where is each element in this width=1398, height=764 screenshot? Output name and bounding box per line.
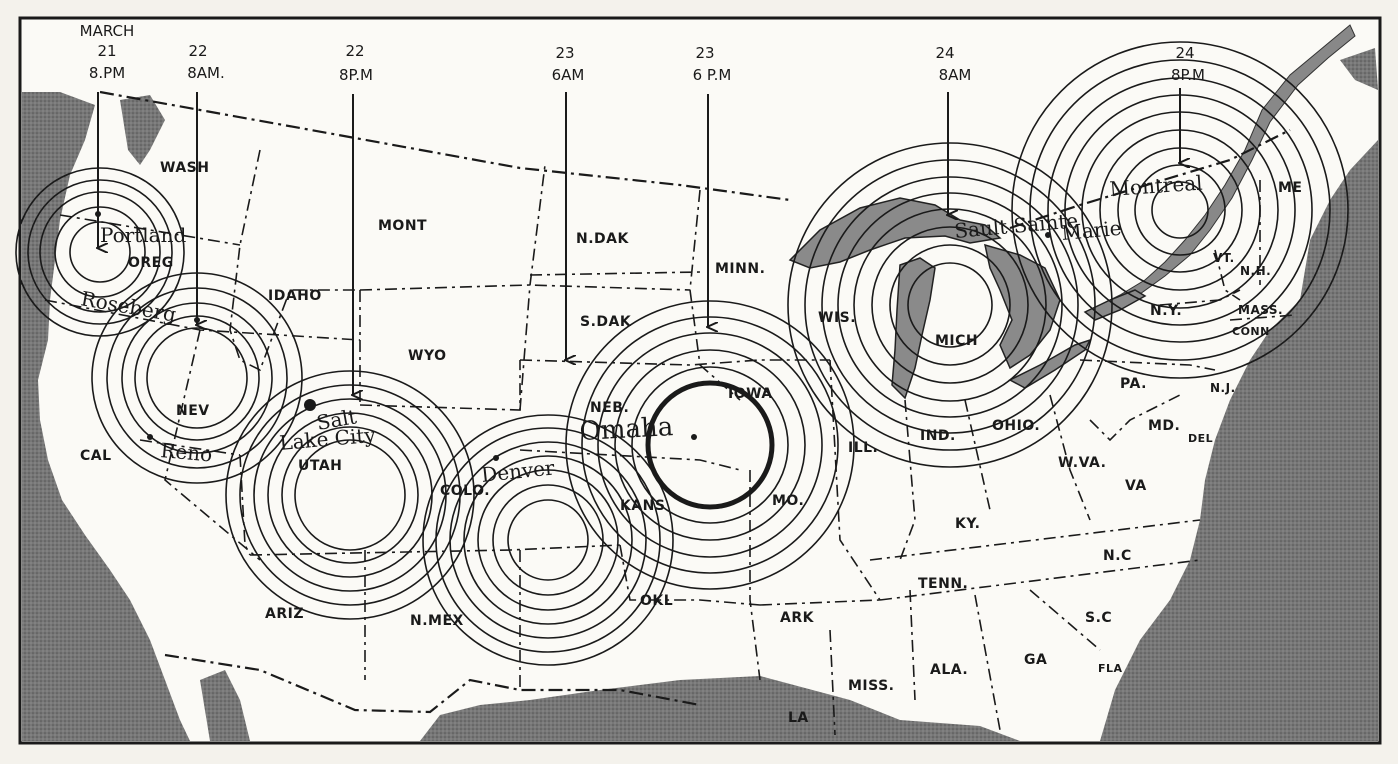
timestamp-arrows	[98, 88, 1180, 395]
pacific-ocean	[22, 92, 190, 741]
state-label-md: MD.	[1148, 418, 1180, 434]
lake-michigan	[891, 257, 936, 400]
timestamp-ts5-day: 23	[695, 44, 714, 62]
state-label-ala: ALA.	[930, 662, 968, 678]
state-label-wash: WASH	[160, 160, 209, 176]
timestamp-ts6-day: 24	[935, 44, 954, 62]
state-labels: WASH OREG CAL IDAHO NEV MONT WYO UTAH AR…	[80, 160, 1303, 726]
city-label-marie: Marie	[1060, 216, 1122, 245]
state-label-mass: MASS.	[1238, 303, 1283, 317]
state-label-tenn: TENN.	[918, 576, 968, 592]
state-label-fla: FLA	[1098, 662, 1123, 675]
state-label-sdak: S.DAK	[580, 314, 632, 330]
city-dots	[95, 211, 1051, 461]
timestamp-ts7-time: 8P.M	[1171, 66, 1205, 84]
state-label-nh: N.H.	[1240, 264, 1271, 278]
timestamp-ts1-day: 21	[97, 42, 116, 60]
state-label-ndak: N.DAK	[576, 231, 629, 247]
state-label-vt: VT.	[1213, 251, 1235, 265]
puget-sound	[120, 95, 165, 165]
timestamp-ts3-day: 22	[345, 42, 364, 60]
state-label-nc: N.C	[1103, 548, 1132, 564]
state-label-oreg: OREG	[128, 255, 174, 271]
timestamp-ts4-time: 6AM	[552, 66, 585, 84]
state-label-minn: MINN.	[715, 261, 765, 277]
state-label-utah: UTAH	[298, 458, 342, 474]
city-label-omaha: Omaha	[579, 412, 674, 447]
timestamp-ts6-time: 8AM	[939, 66, 972, 84]
state-label-colo: COLO.	[440, 483, 490, 499]
state-label-ill: ILL.	[848, 440, 878, 456]
city-label-reno: Reno	[160, 438, 214, 466]
state-label-sc: S.C	[1085, 610, 1112, 626]
state-label-la: LA	[788, 710, 809, 726]
timestamp-ts5-time: 6 P.M	[693, 66, 732, 84]
state-label-nj: N.J.	[1210, 381, 1236, 395]
state-label-ohio: OHIO.	[992, 418, 1040, 434]
state-label-miss: MISS.	[848, 678, 895, 694]
state-label-idaho: IDAHO	[268, 288, 322, 304]
timestamps: MARCH 21 8.PM 22 8AM. 22 8P.M 23 6AM 23 …	[80, 22, 1205, 84]
city-label-portland: Portland	[100, 223, 186, 247]
timestamp-ts1-time: 8.PM	[89, 64, 125, 82]
state-label-iowa: IOWA	[728, 386, 773, 402]
timestamp-ts2-day: 22	[188, 42, 207, 60]
state-label-mich: MICH	[935, 333, 978, 349]
state-label-kans: KANS	[620, 498, 665, 514]
city-labels: Portland Roseberg Reno Salt Lake City De…	[79, 171, 1203, 487]
state-label-nmex: N.MEX	[410, 613, 464, 629]
timestamp-ts7-day: 24	[1175, 44, 1194, 62]
state-label-mont: MONT	[378, 218, 427, 234]
storm-ring-omaha	[565, 300, 855, 590]
state-label-nev: NEV	[176, 403, 210, 419]
state-label-conn: CONN	[1232, 325, 1270, 338]
state-label-del: DEL	[1188, 432, 1213, 445]
storm-rings	[15, 41, 1349, 666]
gulf-of-st-lawrence	[1340, 48, 1378, 90]
state-label-ariz: ARIZ	[265, 606, 304, 622]
state-label-mo: MO.	[772, 493, 804, 509]
timestamp-ts1-month: MARCH	[80, 22, 135, 40]
national-borders	[99, 90, 1291, 714]
state-label-ark: ARK	[780, 610, 815, 626]
state-label-wis: WIS.	[818, 310, 856, 326]
state-label-me: ME	[1278, 180, 1303, 196]
state-label-ny: N.Y.	[1150, 303, 1182, 319]
state-label-wyo: WYO	[408, 348, 446, 364]
state-label-pa: PA.	[1120, 376, 1147, 392]
timestamp-ts3-time: 8P.M	[339, 66, 373, 84]
state-label-cal: CAL	[80, 448, 112, 464]
state-label-ga: GA	[1024, 652, 1047, 668]
gulf-of-california	[200, 670, 250, 741]
state-borders	[44, 149, 1296, 736]
atlantic-ocean	[1100, 140, 1378, 741]
timestamp-ts4-day: 23	[555, 44, 574, 62]
state-label-va: VA	[1125, 478, 1147, 494]
timestamp-ts2-time: 8AM.	[187, 64, 225, 82]
state-label-ind: IND.	[920, 428, 956, 444]
state-label-ky: KY.	[955, 516, 981, 532]
state-label-okl: OKL	[640, 593, 673, 609]
gulf-of-mexico	[420, 676, 1020, 741]
storm-ring-montreal	[1011, 41, 1349, 379]
storm-ring-colorado	[422, 414, 674, 666]
storm-ring-michigan	[787, 142, 1113, 468]
state-label-neb: NEB.	[590, 400, 629, 416]
state-label-wva: W.VA.	[1058, 455, 1106, 471]
